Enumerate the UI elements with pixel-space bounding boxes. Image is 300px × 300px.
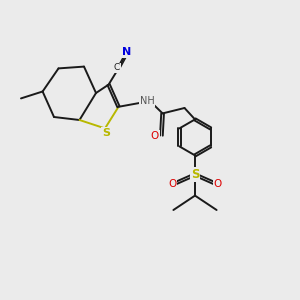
Text: NH: NH: [140, 96, 154, 106]
Text: S: S: [191, 168, 199, 181]
Text: C: C: [114, 63, 120, 72]
Text: O: O: [214, 179, 222, 189]
Text: N: N: [122, 47, 131, 57]
Text: O: O: [168, 179, 176, 189]
Text: S: S: [102, 128, 110, 138]
Text: O: O: [151, 130, 159, 141]
